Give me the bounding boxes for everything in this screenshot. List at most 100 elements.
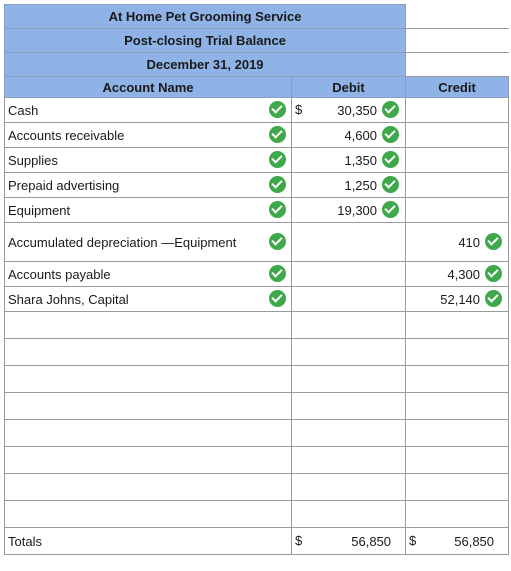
account-cell[interactable]: Equipment — [4, 197, 292, 223]
debit-cell[interactable] — [290, 392, 407, 420]
debit-cell[interactable] — [290, 365, 407, 393]
credit-cell[interactable] — [405, 500, 510, 528]
credit-cell[interactable] — [405, 311, 510, 339]
debit-value: 1,350 — [344, 152, 378, 168]
column-header-debit: Debit — [290, 76, 407, 98]
totals-debit-value: 56,850 — [351, 533, 392, 549]
credit-cell[interactable] — [405, 473, 510, 501]
debit-cell[interactable] — [290, 419, 407, 447]
empty-row — [4, 365, 510, 393]
credit-value: 410 — [458, 234, 481, 250]
check-circle-icon — [269, 126, 286, 143]
check-circle-icon — [382, 176, 400, 193]
check-circle-icon — [382, 126, 400, 143]
totals-debit-cell[interactable]: $ 56,850 — [290, 527, 407, 555]
check-circle-icon — [269, 101, 286, 118]
debit-cell[interactable]: $30,350 — [290, 97, 407, 123]
check-circle-icon — [269, 201, 286, 218]
account-cell[interactable]: Accumulated depreciation —Equipment — [4, 222, 292, 262]
account-cell[interactable]: Prepaid advertising — [4, 172, 292, 198]
account-cell[interactable] — [4, 500, 292, 528]
credit-cell[interactable]: 410 — [405, 222, 510, 262]
credit-cell[interactable]: 4,300 — [405, 261, 510, 287]
debit-cell[interactable]: 1,250 — [290, 172, 407, 198]
account-name: Prepaid advertising — [8, 177, 120, 193]
credit-value: 52,140 — [440, 291, 481, 307]
credit-cell[interactable] — [405, 338, 510, 366]
debit-cell[interactable] — [290, 222, 407, 262]
credit-cell[interactable] — [405, 419, 510, 447]
table-row: Accounts receivable 4,600 — [4, 122, 510, 148]
account-cell[interactable]: Supplies — [4, 147, 292, 173]
company-name: At Home Pet Grooming Service — [3, 4, 407, 29]
credit-cell[interactable] — [405, 172, 510, 198]
totals-label: Totals — [8, 533, 42, 549]
debit-value: 4,600 — [344, 127, 378, 143]
account-name: Accumulated depreciation —Equipment — [8, 234, 237, 250]
check-circle-icon — [485, 290, 503, 307]
empty-row — [4, 311, 510, 339]
credit-value: 4,300 — [447, 266, 481, 282]
account-name: Shara Johns, Capital — [8, 291, 129, 307]
table-row: Cash $30,350 — [4, 97, 510, 123]
column-header-account: Account Name — [4, 76, 292, 98]
table-row: Accounts payable 4,300 — [4, 261, 510, 287]
trial-balance-sheet: At Home Pet Grooming Service Post-closin… — [3, 4, 510, 555]
account-cell[interactable] — [4, 473, 292, 501]
check-circle-icon — [382, 151, 400, 168]
check-circle-icon — [485, 265, 503, 282]
credit-cell[interactable] — [405, 97, 510, 123]
totals-credit-cell[interactable]: $ 56,850 — [405, 527, 510, 555]
empty-row — [4, 473, 510, 501]
account-cell[interactable]: Accounts receivable — [4, 122, 292, 148]
debit-cell[interactable] — [290, 500, 407, 528]
credit-cell[interactable] — [405, 392, 510, 420]
report-title: Post-closing Trial Balance — [3, 28, 407, 53]
check-circle-icon — [269, 233, 286, 250]
empty-row — [4, 392, 510, 420]
account-cell[interactable] — [4, 311, 292, 339]
debit-cell[interactable] — [290, 286, 407, 312]
account-cell[interactable] — [4, 338, 292, 366]
report-date: December 31, 2019 — [3, 52, 407, 77]
account-cell[interactable]: Accounts payable — [4, 261, 292, 287]
debit-cell[interactable] — [290, 261, 407, 287]
check-circle-icon — [485, 233, 503, 250]
credit-cell[interactable] — [405, 147, 510, 173]
credit-cell[interactable] — [405, 446, 510, 474]
totals-row: Totals $ 56,850 $ 56,850 — [4, 527, 510, 555]
account-name: Supplies — [8, 152, 58, 168]
table-row: Prepaid advertising 1,250 — [4, 172, 510, 198]
trial-balance-table: At Home Pet Grooming Service Post-closin… — [3, 4, 510, 555]
debit-value: 1,250 — [344, 177, 378, 193]
account-cell[interactable] — [4, 446, 292, 474]
empty-row — [4, 500, 510, 528]
account-cell[interactable]: Shara Johns, Capital — [4, 286, 292, 312]
check-circle-icon — [269, 290, 286, 307]
account-cell[interactable] — [4, 365, 292, 393]
debit-cell[interactable]: 1,350 — [290, 147, 407, 173]
check-circle-icon — [269, 151, 286, 168]
debit-cell[interactable]: 4,600 — [290, 122, 407, 148]
account-cell[interactable] — [4, 419, 292, 447]
currency-symbol: $ — [295, 102, 303, 117]
check-circle-icon — [382, 101, 400, 118]
debit-cell[interactable] — [290, 311, 407, 339]
debit-cell[interactable] — [290, 338, 407, 366]
account-name: Cash — [8, 102, 39, 118]
check-circle-icon — [269, 265, 286, 282]
debit-cell[interactable]: 19,300 — [290, 197, 407, 223]
debit-cell[interactable] — [290, 446, 407, 474]
empty-row — [4, 446, 510, 474]
totals-credit-value: 56,850 — [454, 533, 495, 549]
debit-cell[interactable] — [290, 473, 407, 501]
credit-cell[interactable] — [405, 365, 510, 393]
account-cell[interactable] — [4, 392, 292, 420]
credit-cell[interactable]: 52,140 — [405, 286, 510, 312]
credit-cell[interactable] — [405, 197, 510, 223]
currency-symbol: $ — [409, 533, 417, 548]
account-cell[interactable]: Cash — [4, 97, 292, 123]
credit-cell[interactable] — [405, 122, 510, 148]
account-name: Accounts receivable — [8, 127, 125, 143]
empty-row — [4, 338, 510, 366]
